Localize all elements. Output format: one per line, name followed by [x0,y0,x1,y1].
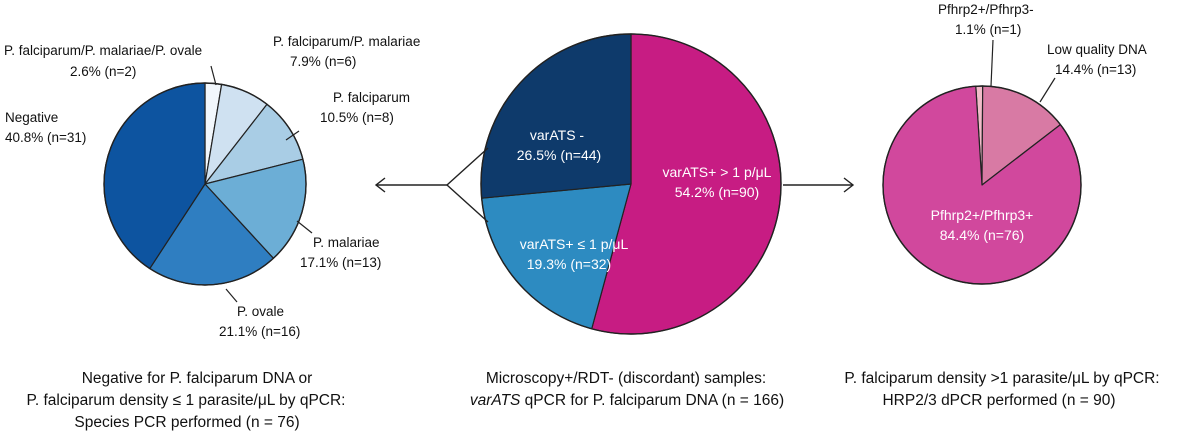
label-varats-low-value: 19.3% (n=32) [527,256,611,272]
caption-right-line1: P. falciparum density >1 parasite/μL by … [844,370,1159,387]
left-arrow-head [374,177,386,193]
left-leader-lines [210,65,313,303]
caption-right-line2: HRP2/3 dPCR performed (n = 90) [882,392,1115,409]
label-pmo-value: 2.6% (n=2) [70,64,136,79]
leader-pmal [296,220,313,234]
caption-center-rest: qPCR for P. falciparum DNA (n = 166) [520,392,784,409]
pie-hrp-dpcr [882,85,1082,285]
caption-left-line1: Negative for P. falciparum DNA or [82,370,313,387]
label-pm-name: P. falciparum/P. malariae [273,34,420,49]
label-neg-value: 40.8% (n=31) [5,130,86,145]
caption-left-line2: P. falciparum density ≤ 1 parasite/μL by… [27,392,346,409]
label-p23m-value: 1.1% (n=1) [955,22,1021,37]
label-varats-high-value: 54.2% (n=90) [675,184,759,200]
label-pmal-value: 17.1% (n=13) [300,255,381,270]
label-varats-neg-value: 26.5% (n=44) [517,147,601,163]
label-lq-value: 14.4% (n=13) [1055,62,1136,77]
caption-center-varats: varATS [470,392,521,409]
label-pov-name: P. ovale [237,304,284,319]
slice-varats [480,33,632,199]
right-arrow-head [843,177,855,193]
leader-p23m [990,39,994,87]
leader-pov [225,288,238,303]
left-bracket [445,147,489,223]
label-p23p-value: 84.4% (n=76) [940,227,1024,243]
label-p23p-name: Pfhrp2+/Pfhrp3+ [931,207,1034,223]
label-neg-name: Negative [5,110,58,125]
label-varats-high-name: varATS+ > 1 p/μL [663,164,772,180]
pie-outline [480,33,782,335]
leader-pf [285,130,300,141]
label-varats-neg-name: varATS - [530,127,585,143]
right-leader-lines [990,39,1056,103]
label-lq-name: Low quality DNA [1047,42,1147,57]
label-pov-value: 21.1% (n=16) [219,324,300,339]
label-varats-low-name: varATS+ ≤ 1 p/μL [520,236,629,252]
label-pm-value: 7.9% (n=6) [290,54,356,69]
connectors [374,147,855,223]
leader-lq [1039,77,1056,103]
label-p23m-name: Pfhrp2+/Pfhrp3- [938,2,1034,17]
pie-outline [103,82,307,286]
caption-center-line1: Microscopy+/RDT- (discordant) samples: [486,370,766,387]
label-pf-value: 10.5% (n=8) [320,110,394,125]
pie-species-pcr [103,82,307,286]
pie-varats-qpcr [480,33,782,335]
label-pmal-name: P. malariae [313,235,380,250]
caption-center-line2: varATS qPCR for P. falciparum DNA (n = 1… [470,392,784,409]
label-pf-name: P. falciparum [333,90,410,105]
label-pmo-name: P. falciparum/P. malariae/P. ovale [4,43,202,58]
caption-left-line3: Species PCR performed (n = 76) [74,414,299,431]
pie-outline [882,85,1082,285]
leader-pmo [210,65,217,86]
